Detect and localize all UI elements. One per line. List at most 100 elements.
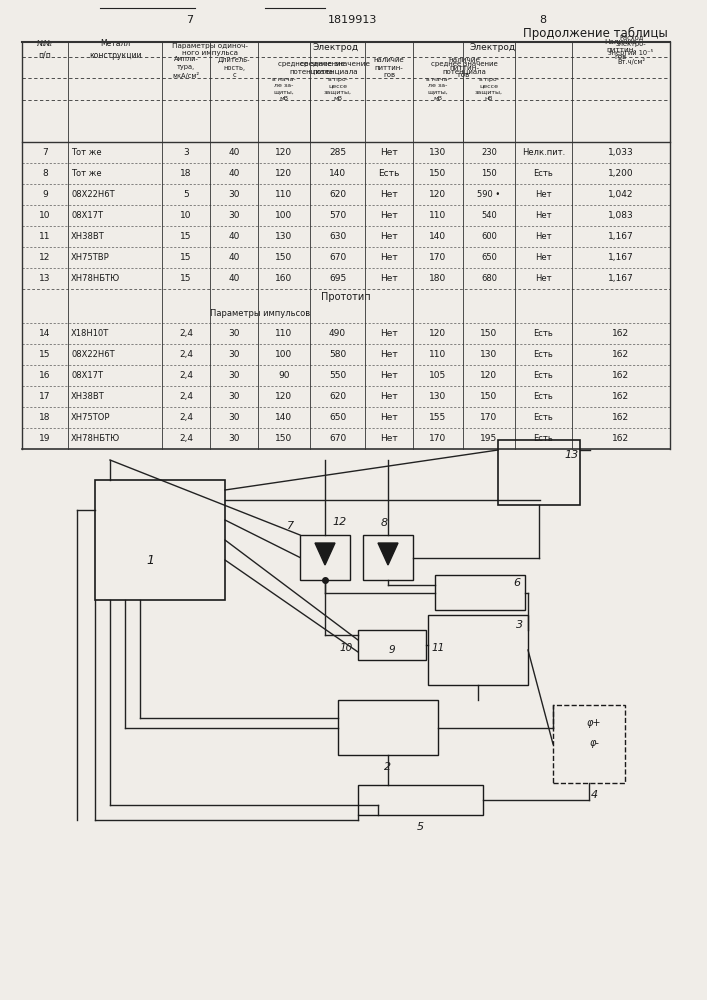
Text: 10: 10 bbox=[340, 643, 353, 653]
Text: 110: 110 bbox=[275, 190, 293, 199]
Text: 08Х17Т: 08Х17Т bbox=[71, 211, 103, 220]
Text: 600: 600 bbox=[481, 232, 497, 241]
Text: 4: 4 bbox=[590, 790, 597, 800]
Text: Нет: Нет bbox=[380, 190, 398, 199]
Bar bbox=[363, 535, 413, 580]
Text: 30: 30 bbox=[228, 350, 240, 359]
Text: 170: 170 bbox=[480, 413, 498, 422]
Text: 13: 13 bbox=[40, 274, 51, 283]
Bar bbox=[358, 630, 426, 660]
Text: 1: 1 bbox=[146, 554, 154, 566]
Text: Есть: Есть bbox=[534, 329, 554, 338]
Text: 150: 150 bbox=[480, 392, 498, 401]
Text: 150: 150 bbox=[480, 329, 498, 338]
Text: 160: 160 bbox=[275, 274, 293, 283]
Text: 1,167: 1,167 bbox=[608, 253, 634, 262]
Text: Тот же: Тот же bbox=[71, 169, 102, 178]
Text: Параметры импульсов: Параметры импульсов bbox=[210, 308, 310, 318]
Text: Есть: Есть bbox=[534, 392, 554, 401]
Text: 130: 130 bbox=[429, 148, 447, 157]
Text: 140: 140 bbox=[429, 232, 447, 241]
Text: 162: 162 bbox=[612, 413, 629, 422]
Text: 570: 570 bbox=[329, 211, 346, 220]
Text: 630: 630 bbox=[329, 232, 346, 241]
Text: 2,4: 2,4 bbox=[179, 413, 193, 422]
Text: Электрод: Электрод bbox=[312, 42, 358, 51]
Text: 9: 9 bbox=[42, 190, 48, 199]
Bar bbox=[95, 480, 225, 600]
Text: 2,4: 2,4 bbox=[179, 329, 193, 338]
Text: 285: 285 bbox=[329, 148, 346, 157]
Text: 15: 15 bbox=[180, 253, 192, 262]
Text: 162: 162 bbox=[612, 350, 629, 359]
Text: 130: 130 bbox=[429, 392, 447, 401]
Text: 5: 5 bbox=[183, 190, 189, 199]
Text: 11: 11 bbox=[40, 232, 51, 241]
Text: 620: 620 bbox=[329, 392, 346, 401]
Text: 1,167: 1,167 bbox=[608, 274, 634, 283]
Text: Есть: Есть bbox=[534, 169, 554, 178]
Text: 100: 100 bbox=[275, 211, 293, 220]
Text: 08Х22Н6Т: 08Х22Н6Т bbox=[71, 350, 115, 359]
Bar bbox=[435, 575, 525, 610]
Text: 18: 18 bbox=[40, 413, 51, 422]
Text: 150: 150 bbox=[429, 169, 447, 178]
Text: 40: 40 bbox=[228, 169, 240, 178]
Text: Есть: Есть bbox=[534, 350, 554, 359]
Text: 650: 650 bbox=[329, 413, 346, 422]
Text: 40: 40 bbox=[228, 232, 240, 241]
Text: 110: 110 bbox=[429, 350, 447, 359]
Text: Есть: Есть bbox=[534, 371, 554, 380]
Text: Нет: Нет bbox=[380, 253, 398, 262]
Text: Электрод: Электрод bbox=[469, 42, 515, 51]
Text: 162: 162 bbox=[612, 329, 629, 338]
Text: 8: 8 bbox=[539, 15, 547, 25]
Text: 9: 9 bbox=[389, 645, 395, 655]
Text: 3: 3 bbox=[516, 620, 524, 630]
Text: 1,167: 1,167 bbox=[608, 232, 634, 241]
Text: 140: 140 bbox=[276, 413, 293, 422]
Text: 2,4: 2,4 bbox=[179, 350, 193, 359]
Text: 1,033: 1,033 bbox=[608, 148, 634, 157]
Text: 120: 120 bbox=[429, 190, 447, 199]
Text: 230: 230 bbox=[481, 148, 497, 157]
Text: 8: 8 bbox=[42, 169, 48, 178]
Text: 590 •: 590 • bbox=[477, 190, 501, 199]
Text: 6: 6 bbox=[513, 578, 520, 588]
Text: 7: 7 bbox=[42, 148, 48, 157]
Text: 17: 17 bbox=[40, 392, 51, 401]
Polygon shape bbox=[315, 543, 335, 565]
Text: Нет: Нет bbox=[380, 329, 398, 338]
Text: 18: 18 bbox=[180, 169, 192, 178]
Text: Тот же: Тот же bbox=[71, 148, 102, 157]
Text: 12: 12 bbox=[333, 517, 347, 527]
Bar bbox=[498, 440, 580, 505]
Text: ХН78НБТЮ: ХН78НБТЮ bbox=[71, 434, 120, 443]
Text: 19: 19 bbox=[40, 434, 51, 443]
Text: 15: 15 bbox=[40, 350, 51, 359]
Text: ХН38ВТ: ХН38ВТ bbox=[71, 392, 105, 401]
Text: Нет: Нет bbox=[535, 211, 551, 220]
Text: среднее значение
потенциала: среднее значение потенциала bbox=[431, 61, 498, 74]
Bar bbox=[338, 700, 438, 755]
Text: 550: 550 bbox=[329, 371, 346, 380]
Text: 130: 130 bbox=[275, 232, 293, 241]
Text: Параметры одиноч-
ного импульса: Параметры одиноч- ного импульса bbox=[172, 43, 248, 56]
Text: Металл
конструкции: Металл конструкции bbox=[89, 39, 141, 60]
Text: 1,200: 1,200 bbox=[608, 169, 633, 178]
Text: 162: 162 bbox=[612, 371, 629, 380]
Text: 540: 540 bbox=[481, 211, 497, 220]
Text: ХН75ТОР: ХН75ТОР bbox=[71, 413, 110, 422]
Text: 2: 2 bbox=[385, 762, 392, 772]
Bar bbox=[428, 615, 528, 685]
Text: 11: 11 bbox=[431, 643, 444, 653]
Text: Нелк.пит.: Нелк.пит. bbox=[522, 148, 565, 157]
Text: 30: 30 bbox=[228, 392, 240, 401]
Text: 150: 150 bbox=[481, 169, 497, 178]
Text: наличие
питтин-
гов: наличие питтин- гов bbox=[374, 57, 404, 78]
Text: 15: 15 bbox=[180, 274, 192, 283]
Text: 180: 180 bbox=[429, 274, 447, 283]
Text: 10: 10 bbox=[40, 211, 51, 220]
Text: Длитель-
ность,
с: Длитель- ность, с bbox=[218, 57, 250, 78]
Text: φ+: φ+ bbox=[587, 718, 601, 728]
